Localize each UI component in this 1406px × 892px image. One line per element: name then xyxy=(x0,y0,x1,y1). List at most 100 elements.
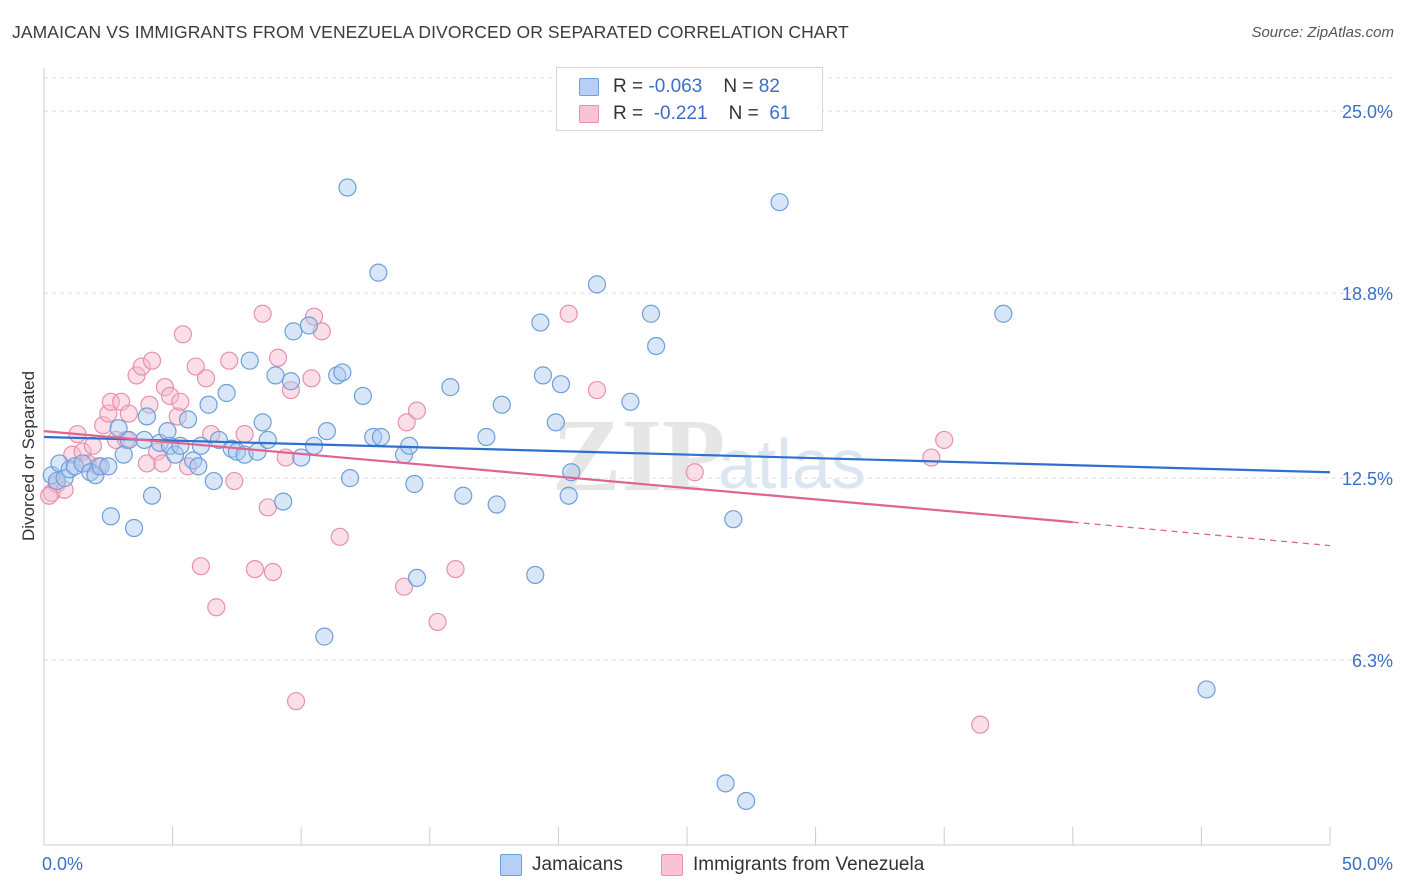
jamaicans-point xyxy=(91,457,110,476)
jamaicans-point xyxy=(328,366,347,385)
venezuela-point xyxy=(245,559,265,579)
jamaicans-point xyxy=(166,445,185,464)
jamaicans-point xyxy=(209,430,228,450)
venezuela-point xyxy=(397,413,416,432)
jamaicans-point xyxy=(299,316,319,335)
watermark-atlas: atlas xyxy=(718,425,866,503)
venezuela-point xyxy=(407,401,427,420)
venezuela-point xyxy=(268,348,288,367)
trend-lines xyxy=(43,430,1331,547)
jamaicans-point xyxy=(737,791,756,811)
venezuela-point xyxy=(428,612,447,632)
venezuela-point xyxy=(207,598,226,617)
jamaicans-point xyxy=(716,774,735,793)
venezuela-point xyxy=(132,357,151,376)
jamaicans-point xyxy=(258,430,277,450)
venezuela-point xyxy=(94,416,113,435)
venezuela-point xyxy=(99,404,118,423)
legend-row-venezuela: R = -0.221 N = 61 xyxy=(579,101,790,127)
jamaicans-point xyxy=(199,395,218,414)
jamaicans-point xyxy=(1197,680,1216,699)
venezuela-point xyxy=(971,715,990,734)
venezuela-point xyxy=(394,577,414,596)
jamaicans-point xyxy=(526,565,545,585)
jamaicans-point xyxy=(487,495,506,514)
jamaicans-point xyxy=(304,436,324,455)
jamaicans-point xyxy=(333,363,352,382)
venezuela-point xyxy=(155,378,174,397)
venezuela-point xyxy=(304,307,324,326)
jamaicans-point xyxy=(407,568,427,588)
y-tick-label: 18.8% xyxy=(1342,284,1393,304)
legend-item-venezuela[interactable]: Immigrants from Venezuela xyxy=(661,852,924,878)
venezuela-point xyxy=(220,351,239,370)
y-tick-label: 6.3% xyxy=(1352,651,1393,671)
y-tick-label: 12.5% xyxy=(1342,469,1393,489)
jamaicans-point xyxy=(641,304,661,323)
n-label: N = xyxy=(728,103,759,124)
venezuela-point xyxy=(142,351,162,370)
legend-item-jamaicans[interactable]: Jamaicans xyxy=(500,852,623,878)
legend-row-jamaicans: R = -0.063 N = 82 xyxy=(579,74,780,100)
source-label: Source: ZipAtlas.com xyxy=(1251,24,1394,41)
jamaicans-point xyxy=(184,451,203,470)
jamaicans-trend-line xyxy=(43,435,1331,474)
jamaicans-point xyxy=(353,386,373,406)
jamaicans-point xyxy=(338,178,357,197)
venezuela-point xyxy=(263,562,283,582)
jamaicans-point xyxy=(621,392,640,411)
jamaicans-point xyxy=(533,366,553,385)
jamaicans-point xyxy=(55,469,74,488)
venezuela-point xyxy=(40,486,59,505)
venezuela-point xyxy=(171,392,190,411)
jamaicans-point xyxy=(454,486,473,505)
venezuela-point xyxy=(935,430,954,450)
series-venezuela-points xyxy=(40,304,990,734)
jamaicans-point xyxy=(240,351,259,370)
venezuela-point xyxy=(127,366,146,385)
series-jamaicans-points xyxy=(42,178,1216,811)
jamaicans-point xyxy=(189,457,208,476)
jamaicans-point xyxy=(204,471,223,491)
y-axis-title: Divorced or Separated xyxy=(19,371,38,541)
jamaicans-point xyxy=(724,510,743,529)
venezuela-point xyxy=(235,424,254,444)
venezuela-point xyxy=(922,448,941,467)
venezuela-point xyxy=(196,369,216,388)
blue-swatch xyxy=(579,78,599,96)
venezuela-point xyxy=(253,304,272,323)
n-label: N = xyxy=(723,76,754,97)
venezuela-point xyxy=(153,454,172,473)
r-label: R = xyxy=(613,103,644,124)
jamaicans-point xyxy=(770,193,789,212)
venezuela-point xyxy=(173,325,192,344)
jamaicans-point xyxy=(137,407,156,426)
jamaicans-point xyxy=(317,422,337,441)
jamaicans-point xyxy=(281,372,301,391)
jamaicans-point xyxy=(994,304,1013,323)
venezuela-point xyxy=(225,471,244,491)
pink-swatch xyxy=(579,105,599,123)
jamaicans-point xyxy=(492,395,511,414)
venezuela-point xyxy=(101,392,120,411)
jamaicans-point xyxy=(274,492,293,511)
n-value: 61 xyxy=(769,103,791,124)
venezuela-point xyxy=(286,692,306,711)
jamaicans-point xyxy=(124,518,144,538)
y-tick-label: 25.0% xyxy=(1342,102,1393,122)
jamaicans-point xyxy=(253,413,272,432)
venezuela-point xyxy=(587,380,607,400)
venezuela-trend-line xyxy=(43,430,1073,524)
x-tick-label: 50.0% xyxy=(1342,854,1393,874)
jamaicans-point xyxy=(315,627,334,646)
n-value: 82 xyxy=(758,76,780,97)
jamaicans-point xyxy=(551,375,571,394)
venezuela-point xyxy=(302,369,321,388)
venezuela-point xyxy=(191,557,210,576)
legend-label: Jamaicans xyxy=(532,854,623,875)
jamaicans-point xyxy=(647,336,666,356)
venezuela-trend-extension xyxy=(1072,521,1331,547)
jamaicans-point xyxy=(546,413,565,432)
axes xyxy=(43,68,1331,846)
venezuela-point xyxy=(119,404,138,423)
